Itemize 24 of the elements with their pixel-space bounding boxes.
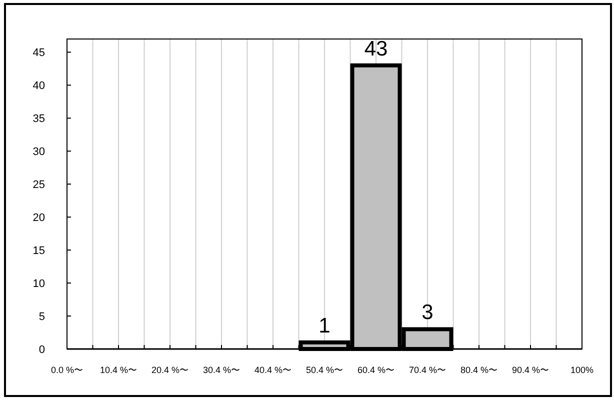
x-tick-label: 40.4 %〜	[254, 365, 292, 375]
x-tick-label: 100%	[570, 365, 594, 375]
y-tick-label: 35	[32, 113, 45, 126]
x-tick-label: 70.4 %〜	[408, 365, 446, 375]
x-tick-label: 10.4 %〜	[100, 365, 138, 375]
x-tick-label: 20.4 %〜	[151, 365, 189, 375]
y-tick-label: 15	[32, 245, 45, 258]
y-tick-label: 45	[32, 47, 45, 60]
y-tick-label: 5	[38, 311, 45, 324]
y-tick-label: 10	[32, 278, 45, 290]
y-tick-label: 40	[32, 80, 45, 92]
data-label: 43	[364, 37, 388, 60]
x-tick-label: 80.4 %〜	[460, 365, 498, 375]
x-tick-label: 0.0 %〜	[50, 365, 84, 375]
y-tick-label: 20	[32, 212, 45, 224]
x-tick-label: 30.4 %〜	[202, 365, 240, 375]
x-tick-label: 90.4 %〜	[512, 365, 550, 375]
y-tick-label: 30	[32, 146, 45, 158]
data-label: 3	[422, 301, 434, 324]
y-tick-label: 0	[38, 344, 45, 356]
y-tick-label: 25	[32, 179, 45, 192]
x-tick-label: 60.4 %〜	[357, 365, 395, 375]
data-label: 1	[318, 314, 330, 338]
x-tick-label: 50.4 %〜	[306, 365, 344, 375]
